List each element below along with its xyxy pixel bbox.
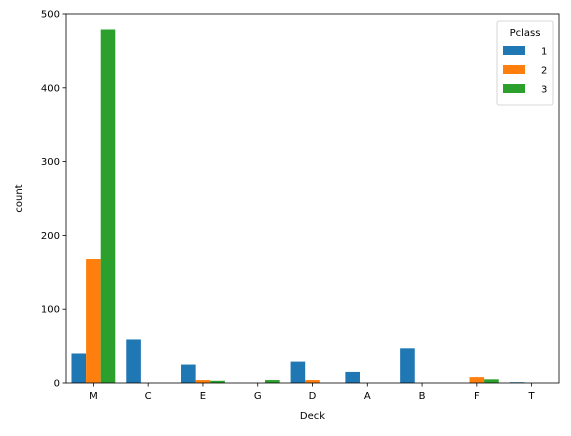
- bars-layer: [71, 29, 525, 383]
- bar-M-pclass-1: [71, 353, 87, 383]
- bar-M-pclass-2: [86, 259, 101, 383]
- legend-swatch-3: [503, 84, 525, 93]
- legend-swatch-1: [503, 46, 525, 55]
- bar-E-pclass-1: [181, 364, 196, 383]
- x-tick-label: T: [528, 391, 536, 402]
- plot-frame: [65, 13, 560, 384]
- y-tick-label: 200: [41, 231, 60, 242]
- x-tick-label: F: [474, 391, 480, 402]
- bar-E-pclass-2: [195, 380, 211, 383]
- bar-E-pclass-3: [210, 380, 225, 383]
- bar-D-pclass-1: [290, 361, 306, 383]
- x-tick-label: D: [309, 391, 317, 402]
- x-tick-label: E: [200, 391, 206, 402]
- bar-G-pclass-3: [265, 380, 280, 383]
- y-axis-label: count: [14, 184, 25, 212]
- legend-label-2: 2: [541, 66, 547, 77]
- bar-F-pclass-2: [469, 377, 485, 383]
- x-tick-label: M: [89, 391, 98, 402]
- legend-title: Pclass: [510, 28, 541, 39]
- legend-label-3: 3: [541, 85, 547, 96]
- y-axis-ticks: 0 100 200 300 400 500: [41, 10, 66, 390]
- x-tick-label: B: [419, 391, 426, 402]
- y-tick-label: 400: [41, 83, 60, 94]
- bar-B-pclass-1: [400, 348, 415, 383]
- bar-F-pclass-3: [484, 379, 499, 383]
- legend-label-1: 1: [541, 47, 547, 58]
- bar-C-pclass-1: [126, 339, 141, 383]
- y-tick-label: 300: [41, 157, 60, 168]
- y-tick-label: 100: [41, 305, 60, 316]
- x-tick-label: G: [254, 391, 262, 402]
- legend-swatch-2: [503, 65, 525, 74]
- bar-A-pclass-1: [345, 371, 360, 383]
- bar-M-pclass-3: [100, 29, 116, 383]
- x-tick-label: A: [364, 391, 371, 402]
- x-tick-label: C: [145, 391, 152, 402]
- y-tick-label: 0: [54, 379, 60, 390]
- bar-D-pclass-2: [305, 380, 320, 383]
- x-axis-label: Deck: [300, 411, 325, 422]
- y-tick-label: 500: [41, 10, 60, 21]
